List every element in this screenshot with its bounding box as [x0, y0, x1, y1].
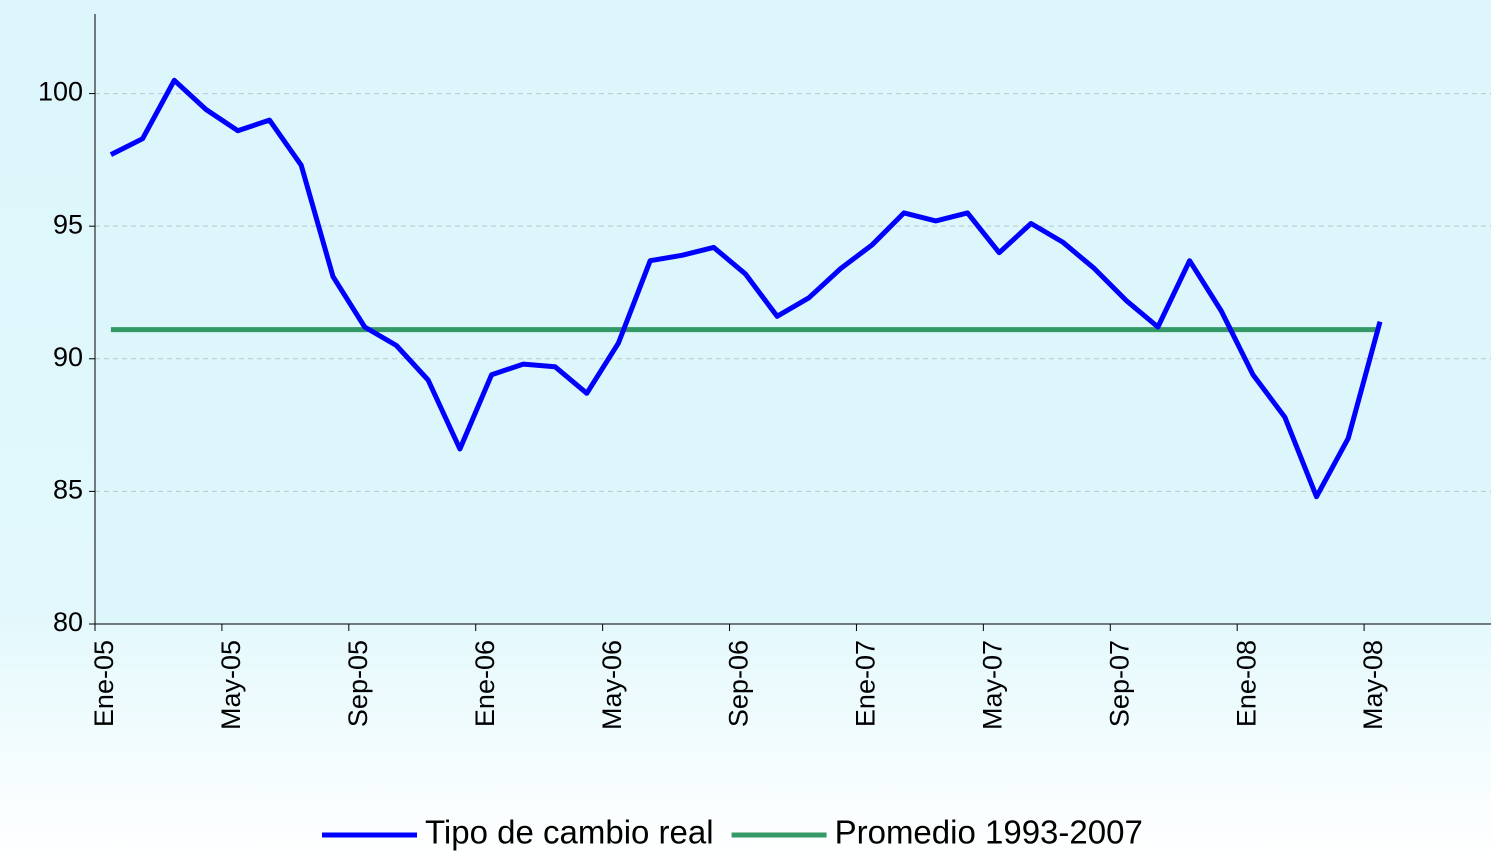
x-tick-label: Sep-07 — [1104, 640, 1134, 727]
x-tick-label: Ene-07 — [851, 640, 881, 727]
x-tick-label: Sep-05 — [343, 640, 373, 727]
x-tick-label: Ene-08 — [1231, 640, 1261, 727]
series-line — [109, 77, 1383, 500]
legend-label: Promedio 1993-2007 — [835, 814, 1143, 851]
y-tick-label: 95 — [53, 209, 83, 239]
y-tick-label: 90 — [53, 342, 83, 372]
x-tick-label: May-07 — [977, 640, 1007, 730]
x-tick-label: May-05 — [216, 640, 246, 730]
x-tick-label: Ene-06 — [470, 640, 500, 727]
x-tick-label: May-08 — [1358, 640, 1388, 730]
x-tick-label: May-06 — [597, 640, 627, 730]
y-tick-label: 85 — [53, 475, 83, 505]
x-tick-label: Sep-06 — [724, 640, 754, 727]
legend-label: Tipo de cambio real — [425, 814, 714, 851]
x-tick-label: Ene-05 — [89, 640, 119, 727]
y-tick-label: 100 — [38, 77, 83, 107]
y-tick-label: 80 — [53, 607, 83, 637]
plot-area — [95, 14, 1491, 624]
